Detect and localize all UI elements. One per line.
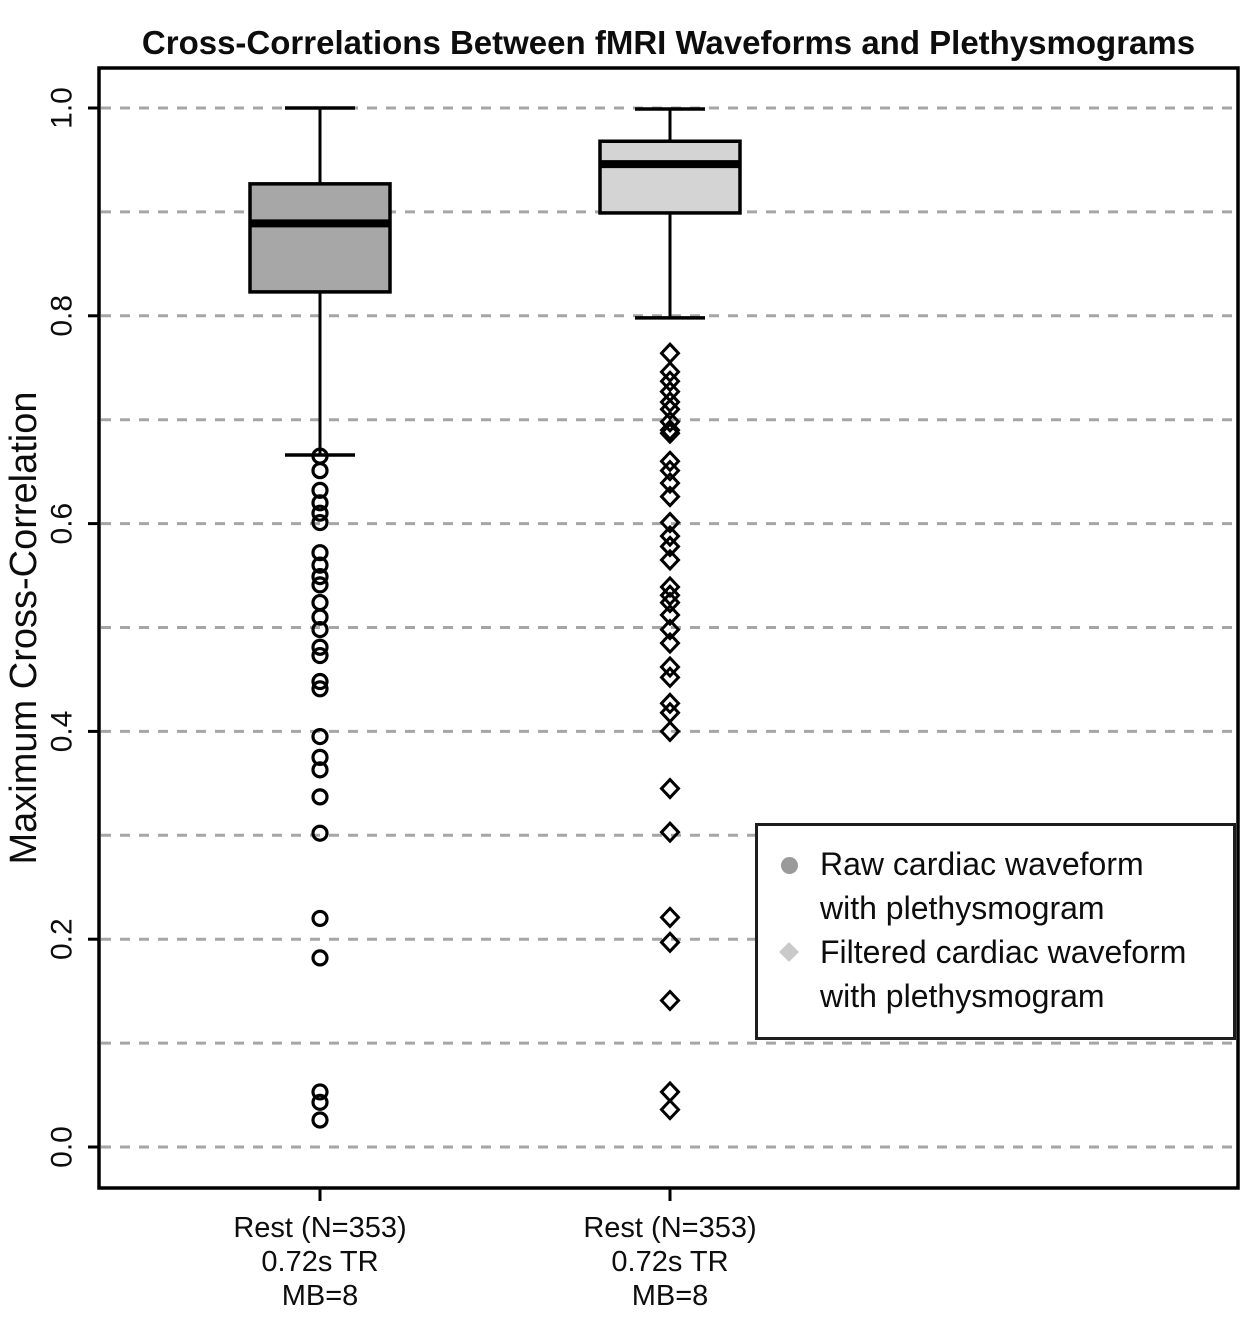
outlier-diamond <box>659 524 681 548</box>
box-circle <box>248 182 392 294</box>
y-tick-label: 0.2 <box>46 918 79 960</box>
outlier-diamond <box>659 471 681 495</box>
x-group-label: MB=8 <box>282 1280 359 1312</box>
outlier-diamond <box>659 692 681 715</box>
legend: Raw cardiac waveform with plethysmogram … <box>755 823 1236 1040</box>
outlier-circle <box>311 567 329 586</box>
x-group-label: MB=8 <box>632 1280 709 1312</box>
outlier-diamond <box>659 655 681 679</box>
outlier-circle <box>311 646 329 665</box>
outlier-diamond <box>659 631 681 655</box>
legend-entry-filtered: Filtered cardiac waveform with plethysmo… <box>758 930 1233 1018</box>
legend-label-raw-line1: Raw cardiac waveform <box>820 846 1144 882</box>
outlier-circle <box>311 909 329 928</box>
outlier-diamond <box>659 410 681 433</box>
x-group-label: 0.72s TR <box>611 1246 728 1278</box>
outlier-diamond <box>659 1098 681 1121</box>
outlier-diamond <box>659 603 681 627</box>
outlier-diamond <box>659 450 681 473</box>
outlier-diamond <box>659 591 681 614</box>
box-diamond <box>598 139 742 215</box>
x-group-label: Rest (N=353) <box>583 1212 756 1244</box>
outlier-circle <box>311 727 329 746</box>
outlier-circle <box>311 672 329 691</box>
outlier-diamond <box>659 548 681 572</box>
outlier-circle <box>311 1111 329 1129</box>
outlier-circle <box>311 680 329 698</box>
outlier-diamond <box>659 989 681 1012</box>
outlier-circle <box>311 1083 329 1101</box>
outlier-diamond <box>659 370 681 393</box>
y-tick-label: 0.4 <box>46 711 79 753</box>
outlier-circle <box>311 593 329 612</box>
outlier-diamond <box>659 1080 681 1104</box>
outlier-circle <box>311 513 329 532</box>
outlier-circle <box>311 949 329 967</box>
diamond-marker-icon <box>779 942 799 962</box>
legend-entry-raw: Raw cardiac waveform with plethysmogram <box>758 842 1233 930</box>
y-tick-label: 0.8 <box>46 295 79 337</box>
outlier-diamond <box>659 511 681 534</box>
outlier-diamond <box>659 777 681 800</box>
outlier-circle <box>311 504 329 522</box>
legend-label-raw-line2: with plethysmogram <box>820 890 1105 926</box>
outlier-circle <box>311 620 329 639</box>
outlier-circle <box>311 494 329 512</box>
x-group-label: 0.72s TR <box>261 1246 378 1278</box>
y-axis-title: Maximum Cross-Correlation <box>3 392 45 865</box>
outlier-diamond <box>659 666 681 689</box>
outlier-circle <box>311 1093 329 1111</box>
outlier-diamond <box>659 720 681 743</box>
outlier-diamond <box>659 575 681 599</box>
outlier-diamond <box>659 342 681 365</box>
plot-border <box>97 66 1240 1190</box>
outlier-circle <box>311 761 329 779</box>
outlier-diamond <box>659 906 681 929</box>
outlier-circle <box>311 576 329 594</box>
outlier-diamond <box>659 820 681 844</box>
outlier-circle <box>311 556 329 574</box>
outlier-circle <box>311 788 329 806</box>
outlier-diamond <box>659 618 681 641</box>
outlier-circle <box>311 824 329 842</box>
legend-label-filtered-line2: with plethysmogram <box>820 978 1105 1014</box>
y-tick-label: 1.0 <box>46 87 79 129</box>
outlier-circle <box>311 638 329 656</box>
y-tick-label: 0.6 <box>46 503 79 545</box>
outlier-diamond <box>659 485 681 508</box>
outlier-diamond <box>659 931 681 954</box>
outlier-diamond <box>659 459 681 482</box>
y-tick-label: 0.0 <box>46 1126 79 1168</box>
x-group-label: Rest (N=353) <box>233 1212 406 1244</box>
outlier-diamond <box>659 418 681 442</box>
outlier-diamond <box>659 422 681 445</box>
legend-label-filtered-line1: Filtered cardiac waveform <box>820 934 1187 970</box>
outlier-diamond <box>659 398 681 421</box>
chart-title: Cross-Correlations Between fMRI Waveform… <box>141 24 1196 61</box>
outlier-circle <box>311 462 329 480</box>
outlier-diamond <box>659 535 681 558</box>
circle-marker-icon <box>780 857 798 874</box>
